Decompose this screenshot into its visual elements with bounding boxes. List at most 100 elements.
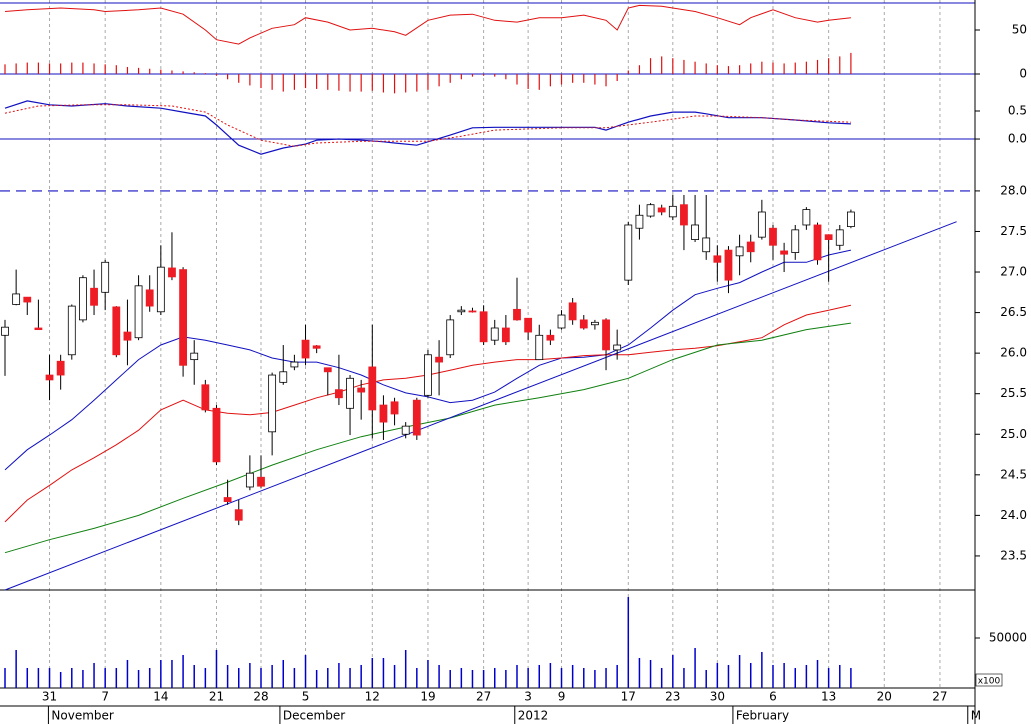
line [4,100,851,155]
x-tick-label: 17 [621,690,636,704]
month-label: November [51,709,113,723]
candle-body [557,314,566,329]
candle-body [268,374,277,433]
grid [0,0,975,688]
x-tick-label: 14 [153,690,168,704]
x-tick-label: 9 [558,690,566,704]
candle-body [412,399,421,436]
candle-body [301,339,310,359]
candle-body [546,334,555,341]
candle-body [424,354,432,396]
y-tick-label: 26.5 [1000,305,1027,319]
candle-body [680,204,688,226]
y-tick-label: 27.5 [1000,224,1027,238]
candle-body [212,407,221,463]
y-tick-label: 0.5 [1008,104,1027,118]
x-tick-label: 7 [101,690,109,704]
candle-body [168,267,176,278]
candle-body [90,287,98,306]
volume-unit: x100 [978,677,1001,687]
month-label: 2012 [518,709,549,723]
candle-body [312,345,321,349]
candle-body [201,384,210,411]
candle-body [446,319,455,356]
candle-body [724,249,733,281]
x-tick-label: 20 [877,690,892,704]
x-tick-label: 3 [524,690,532,704]
candle-body [223,497,232,502]
candle-body [579,319,588,329]
candle-body [479,311,488,343]
candle-body [101,261,110,293]
candle-body [257,476,265,487]
candle-body [524,317,533,333]
y-tick-label: 24.0 [1000,508,1027,522]
x-tick-label: 12 [365,690,380,704]
candle-body [802,209,811,226]
x-tick-label: 30 [710,690,725,704]
y-tick-label: 25.0 [1000,427,1027,441]
candle-body [23,296,32,303]
candle-body [56,360,65,376]
candle-body [79,277,87,321]
frame: x100 [0,0,1003,724]
candle-body [646,204,655,217]
x-tick-label: 28 [253,690,268,704]
candle-body [513,308,521,321]
candle-body [735,246,744,257]
candle-body [335,389,343,399]
y-tick-label: 50000 [989,631,1027,645]
month-label: M [971,709,981,723]
candle-body [602,319,610,351]
candle-body [290,361,299,368]
x-tick-label: 27 [476,690,491,704]
candle-body [179,269,187,366]
candle-body [624,224,633,281]
candle-body [234,509,243,521]
candle-body [145,289,154,307]
line [4,322,851,554]
candle-body [123,331,132,341]
x-tick-label: 23 [665,690,680,704]
candle-body [668,205,677,218]
line [4,221,957,591]
y-tick-label: 50 [1012,23,1027,37]
candle-body [713,255,722,263]
candle-body [457,309,466,313]
candle-body [691,224,699,240]
candle-body [401,425,410,435]
candle-body [535,334,544,361]
candle-body [357,387,366,393]
y-tick-label: 24.5 [1000,467,1027,481]
candle-body [245,472,254,488]
month-label: February [736,709,789,723]
candle-body [835,229,844,246]
x-tick-label: 31 [42,690,57,704]
candle-body [468,310,477,313]
line [4,104,851,147]
candle-body [490,327,499,341]
candle-body [791,229,800,253]
y-tick-label: 0 [1019,67,1027,81]
month-label: December [283,709,345,723]
x-tick-label: 5 [302,690,310,704]
candle-body [190,352,199,361]
candle-body [568,302,577,321]
candle-body [323,367,332,373]
candle-body [824,234,833,240]
candle-body [435,356,443,363]
y-tick-label: 0.0 [1008,132,1027,146]
y-tick-label: 23.5 [1000,548,1027,562]
candle-body [134,285,143,339]
candle-body [846,211,855,228]
candle-body [702,237,711,253]
candle-body [279,371,288,383]
candle-body [1,326,9,336]
candle-body [346,377,354,409]
x-tick-label: 13 [821,690,836,704]
candle-body [769,227,777,246]
candle-body [635,214,644,229]
candle-body [67,305,76,356]
